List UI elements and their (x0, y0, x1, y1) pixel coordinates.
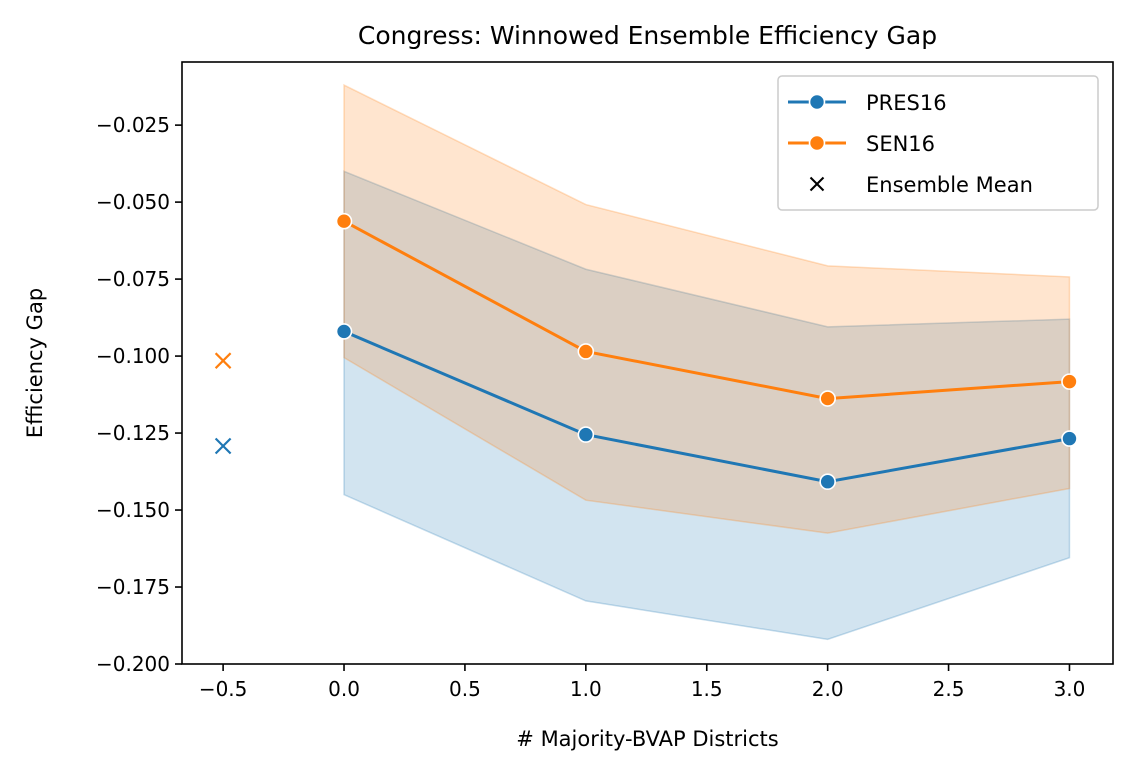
x-tick-label: 2.0 (812, 677, 844, 701)
legend-item-2: Ensemble Mean (809, 173, 1033, 197)
point-sen16-1 (577, 343, 595, 360)
x-tick-label: 1.0 (570, 677, 602, 701)
x-tick-label: 0.0 (328, 677, 360, 701)
x-tick-label: 3.0 (1054, 677, 1086, 701)
legend-marker (808, 134, 826, 152)
ensemble-mean-pres16 (214, 437, 232, 455)
series-points (335, 212, 1078, 491)
legend-label: SEN16 (866, 132, 935, 156)
point-pres16-3 (1061, 430, 1078, 447)
legend-label: PRES16 (866, 91, 947, 115)
x-tick-label: 1.5 (691, 677, 723, 701)
y-tick-label: −0.200 (96, 652, 170, 676)
chart-title: Congress: Winnowed Ensemble Efficiency G… (358, 21, 937, 50)
band-pres16 (343, 170, 1071, 641)
point-pres16-1 (577, 426, 595, 443)
legend: PRES16 SEN16 Ensemble Mean (777, 75, 1099, 211)
line-sen16 (343, 219, 1070, 401)
plot-frame (181, 61, 1114, 665)
point-sen16-0 (335, 212, 353, 230)
legend-x-marker (809, 176, 825, 192)
ensemble-mean-markers (214, 352, 232, 455)
legend-item-1: SEN16 (788, 132, 935, 156)
line-pres16 (343, 330, 1070, 484)
point-pres16-0 (335, 323, 353, 340)
y-tick-label: −0.025 (96, 113, 170, 137)
band-sen16 (343, 83, 1071, 534)
y-tick-label: −0.075 (96, 267, 170, 291)
ensemble-mean-sen16 (214, 352, 232, 369)
y-tick-label: −0.050 (96, 190, 170, 214)
y-axis-label: Efficiency Gap (23, 288, 47, 438)
y-tick-label: −0.100 (96, 344, 170, 368)
legend-item-0: PRES16 (788, 91, 947, 115)
x-axis-label: # Majority-BVAP Districts (516, 727, 778, 751)
point-sen16-2 (819, 390, 836, 407)
confidence-bands (343, 83, 1071, 641)
point-pres16-2 (819, 473, 836, 491)
legend-marker (808, 93, 826, 111)
x-tick-label: 2.5 (933, 677, 965, 701)
y-tick-label: −0.125 (96, 421, 170, 445)
legend-box (777, 75, 1099, 211)
y-axis-ticks: −0.200 −0.175 −0.150 −0.125 −0.100 −0.075 −0.0… (96, 113, 182, 676)
point-sen16-3 (1061, 373, 1078, 390)
y-tick-label: −0.175 (96, 575, 170, 599)
legend-label: Ensemble Mean (866, 173, 1033, 197)
y-tick-label: −0.150 (96, 498, 170, 522)
x-tick-label: 0.5 (449, 677, 481, 701)
x-tick-label: −0.5 (199, 677, 248, 701)
series-lines (343, 219, 1070, 484)
x-axis-ticks: −0.5 0.0 0.5 1.0 1.5 2.0 2.5 3.0 (199, 664, 1086, 701)
